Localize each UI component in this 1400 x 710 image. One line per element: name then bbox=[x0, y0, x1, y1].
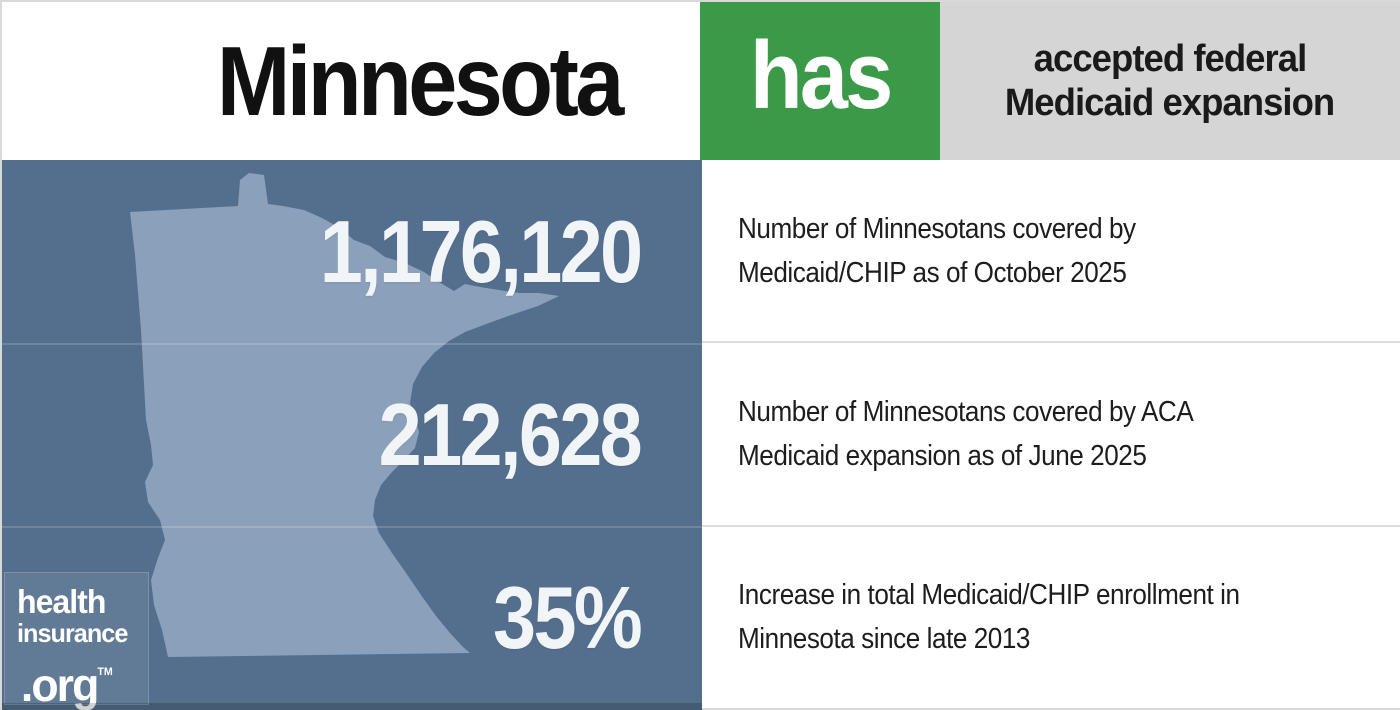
state-name-box: Minnesota bbox=[2, 2, 700, 160]
row-divider bbox=[2, 526, 702, 528]
stat-values: 1,176,120 212,628 35% bbox=[2, 160, 702, 710]
stat-description-line: Number of Minnesotans covered by bbox=[738, 212, 1136, 245]
expansion-verb-box: has bbox=[700, 2, 940, 160]
minnesota-state-silhouette-icon bbox=[130, 173, 559, 657]
main-content: 1,176,120 212,628 35% health insurance .… bbox=[2, 160, 1400, 710]
stat-value-aca-expansion: 212,628 bbox=[378, 384, 643, 484]
stat-value-medicaid-chip: 1,176,120 bbox=[319, 201, 642, 301]
stat-description-line: Medicaid/CHIP as of October 2025 bbox=[738, 256, 1127, 289]
stat-description-line: Minnesota since late 2013 bbox=[738, 623, 1031, 656]
logo-text-org: .orgTM bbox=[20, 659, 113, 710]
stat-row: 1,176,120 bbox=[2, 160, 702, 343]
status-text-line: Medicaid expansion bbox=[1005, 82, 1335, 124]
stat-description-row: Increase in total Medicaid/CHIP enrollme… bbox=[702, 524, 1400, 708]
expansion-verb: has bbox=[749, 22, 893, 129]
page-title: Minnesota bbox=[216, 25, 624, 136]
stat-description-line: Number of Minnesotans covered by ACA bbox=[738, 395, 1194, 428]
panel-bottom-shadow bbox=[2, 703, 702, 710]
stat-description-row: Number of Minnesotans covered by ACA Med… bbox=[702, 341, 1400, 524]
stat-description-line: Medicaid expansion as of June 2025 bbox=[738, 439, 1147, 472]
stat-row: 35% bbox=[2, 527, 702, 710]
stat-description-row: Number of Minnesotans covered by Medicai… bbox=[702, 160, 1400, 341]
stat-descriptions: Number of Minnesotans covered by Medicai… bbox=[702, 160, 1400, 710]
logo-text-health: health bbox=[17, 583, 106, 620]
expansion-status-box: accepted federal Medicaid expansion bbox=[940, 2, 1400, 160]
row-divider bbox=[2, 343, 702, 345]
stat-row: 212,628 bbox=[2, 343, 702, 526]
status-text-line: accepted federal bbox=[1033, 38, 1308, 80]
healthinsurance-org-logo: health insurance .orgTM bbox=[4, 572, 149, 710]
stat-description-line: Increase in total Medicaid/CHIP enrollme… bbox=[738, 579, 1240, 612]
map-panel: 1,176,120 212,628 35% health insurance .… bbox=[2, 160, 702, 710]
logo-text-insurance: insurance bbox=[17, 618, 128, 648]
stat-value-enrollment-increase: 35% bbox=[492, 568, 643, 668]
trademark-symbol: TM bbox=[97, 666, 113, 678]
header: Minnesota has accepted federal Medicaid … bbox=[2, 2, 1400, 160]
